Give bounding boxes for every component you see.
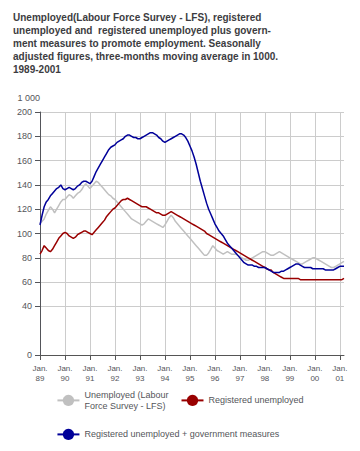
svg-text:Unemployed (Labour: Unemployed (Labour	[84, 390, 168, 400]
svg-text:60: 60	[22, 277, 32, 287]
svg-text:140: 140	[17, 180, 32, 190]
svg-text:ment measures to promote emplo: ment measures to promote employment. Sea…	[13, 38, 261, 49]
svg-text:94: 94	[160, 374, 169, 383]
svg-text:97: 97	[235, 374, 244, 383]
svg-text:93: 93	[135, 374, 144, 383]
svg-text:120: 120	[17, 204, 32, 214]
svg-text:Registered unemployed: Registered unemployed	[208, 395, 303, 405]
svg-text:01: 01	[335, 374, 344, 383]
svg-text:200: 200	[17, 107, 32, 117]
svg-text:Jan.: Jan.	[157, 364, 172, 373]
svg-text:Jan.: Jan.	[307, 364, 322, 373]
svg-text:Jan.: Jan.	[57, 364, 72, 373]
svg-text:Jan.: Jan.	[132, 364, 147, 373]
svg-text:0: 0	[27, 350, 32, 360]
svg-text:Jan.: Jan.	[232, 364, 247, 373]
svg-text:99: 99	[285, 374, 294, 383]
svg-text:Jan.: Jan.	[32, 364, 47, 373]
svg-text:Force Survey - LFS): Force Survey - LFS)	[84, 401, 165, 411]
svg-text:Registered unemployed + govern: Registered unemployed + government measu…	[84, 429, 279, 439]
svg-text:95: 95	[185, 374, 194, 383]
svg-text:unemployed and registered une: unemployed and registered unemployed plu…	[13, 25, 271, 36]
svg-text:1989-2001: 1989-2001	[13, 64, 61, 75]
svg-text:Jan.: Jan.	[107, 364, 122, 373]
svg-text:00: 00	[310, 374, 319, 383]
svg-text:Unemployed(Labour Force Survey: Unemployed(Labour Force Survey - LFS), r…	[13, 12, 261, 23]
svg-text:96: 96	[210, 374, 219, 383]
svg-text:92: 92	[111, 374, 120, 383]
svg-text:80: 80	[22, 253, 32, 263]
svg-text:89: 89	[36, 374, 45, 383]
svg-text:98: 98	[260, 374, 269, 383]
svg-text:Jan.: Jan.	[182, 364, 197, 373]
svg-text:adjusted figures, three-months: adjusted figures, three-months moving av…	[13, 51, 278, 62]
svg-text:1 000: 1 000	[17, 93, 40, 103]
svg-text:Jan.: Jan.	[82, 364, 97, 373]
svg-text:100: 100	[17, 229, 32, 239]
svg-text:91: 91	[86, 374, 95, 383]
svg-text:160: 160	[17, 156, 32, 166]
svg-text:Jan.: Jan.	[207, 364, 222, 373]
svg-text:90: 90	[61, 374, 70, 383]
svg-text:180: 180	[17, 131, 32, 141]
svg-text:Jan.: Jan.	[257, 364, 272, 373]
svg-text:40: 40	[22, 301, 32, 311]
svg-text:Jan.: Jan.	[332, 364, 347, 373]
svg-text:Jan.: Jan.	[282, 364, 297, 373]
